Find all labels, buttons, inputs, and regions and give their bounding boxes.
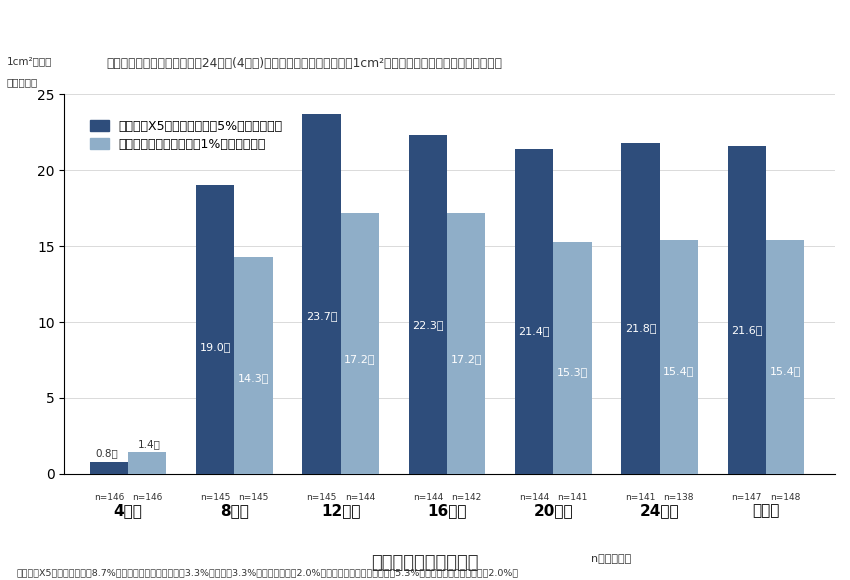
Bar (621, 143, 660, 474)
Text: 試験開始後の経過週数: 試験開始後の経過週数 (371, 554, 479, 572)
Bar (660, 240, 698, 474)
Text: n=147: n=147 (732, 494, 762, 502)
Text: n=141: n=141 (626, 494, 655, 502)
Bar (303, 114, 341, 474)
Text: n=145: n=145 (238, 494, 269, 502)
Text: 22.3本: 22.3本 (412, 320, 444, 330)
Text: n=144: n=144 (413, 494, 443, 502)
Text: 21.8本: 21.8本 (625, 323, 656, 333)
Bar (728, 146, 766, 474)
Text: n=146: n=146 (132, 494, 162, 502)
Text: 17.2本: 17.2本 (344, 354, 376, 364)
Text: の増加本数: の増加本数 (7, 77, 38, 88)
Bar (553, 242, 592, 474)
Text: 15.3本: 15.3本 (557, 367, 588, 376)
Text: 0.8本: 0.8本 (95, 448, 118, 458)
Text: 毛髪数の評価：投与開始４〜24週後(4週毎)に開始時と全く同一部位（1cm²）における毛髪数の変化を確認した: 毛髪数の評価：投与開始４〜24週後(4週毎)に開始時と全く同一部位（1cm²）に… (107, 56, 503, 70)
Text: 17.2本: 17.2本 (450, 354, 482, 364)
Text: 21.6本: 21.6本 (731, 325, 762, 335)
Bar (409, 135, 447, 474)
Bar (341, 213, 379, 474)
Text: 19.0本: 19.0本 (200, 342, 231, 352)
Bar (235, 257, 273, 474)
Text: 1.4本: 1.4本 (138, 438, 161, 449)
Text: n=148: n=148 (770, 494, 800, 502)
Bar (515, 149, 553, 474)
Bar (90, 462, 128, 474)
Bar (196, 186, 235, 474)
Text: リアップX5の副作用発現率8.7%（主な副作用：接触皮膚炎3.3%、湿疹：3.3%、脂漏性皮膚炎2.0%）　リアップの副作用発現率5.3%（主な副作用：接触皮膚: リアップX5の副作用発現率8.7%（主な副作用：接触皮膚炎3.3%、湿疹：3.3… (17, 568, 519, 577)
Text: n=144: n=144 (519, 494, 549, 502)
Text: 15.4本: 15.4本 (769, 366, 801, 376)
Text: n=146: n=146 (94, 494, 124, 502)
Text: 15.4本: 15.4本 (663, 366, 694, 376)
Bar (447, 213, 485, 474)
Text: n=142: n=142 (451, 494, 481, 502)
Text: 14.3本: 14.3本 (238, 374, 269, 383)
Text: 23.7本: 23.7本 (306, 310, 337, 321)
Legend: リアップX5（ミノキシジル5%ローション）, リアップ（ミノキシジル1%ローション）: リアップX5（ミノキシジル5%ローション）, リアップ（ミノキシジル1%ローショ… (86, 116, 286, 154)
Bar (128, 452, 167, 474)
Text: n=138: n=138 (664, 494, 694, 502)
Text: 1cm²当たり: 1cm²当たり (7, 56, 52, 67)
Text: n=141: n=141 (558, 494, 587, 502)
Text: n=144: n=144 (345, 494, 375, 502)
Text: 21.4本: 21.4本 (518, 326, 550, 336)
Text: n：被験者数: n：被験者数 (591, 554, 631, 564)
Bar (766, 240, 804, 474)
Text: n=145: n=145 (200, 494, 230, 502)
Text: n=145: n=145 (307, 494, 337, 502)
